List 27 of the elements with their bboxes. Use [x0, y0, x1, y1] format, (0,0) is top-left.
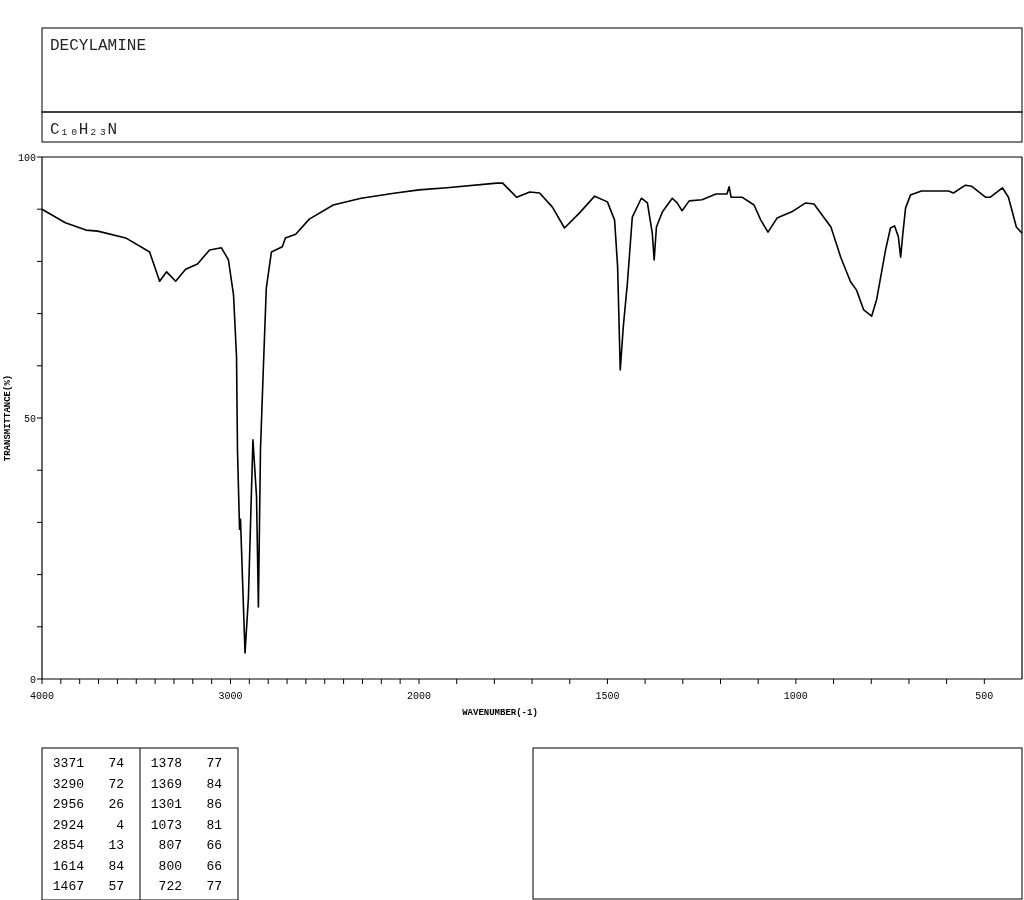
text: 2956 26 — [52, 797, 124, 812]
x-tick-label: 1500 — [595, 691, 620, 702]
text: 1378 77 — [150, 756, 222, 771]
y-axis-title: TRANSMITTANCE(%) — [3, 374, 13, 462]
text: 1614 84 — [52, 858, 124, 874]
text: 1073 81 — [150, 817, 222, 833]
text: 807 66 — [158, 838, 222, 853]
x-tick-label: 500 — [975, 691, 994, 702]
text: 800 66 — [158, 858, 222, 874]
text: 2854 13 — [52, 838, 124, 853]
text: 3290 72 — [52, 776, 124, 792]
chart-subtitle: C₁₀H₂₃N — [50, 121, 118, 139]
text: 2924 4 — [52, 817, 124, 833]
y-tick-label: 100 — [17, 152, 36, 164]
chart-title: DECYLAMINE — [50, 37, 147, 55]
text: 1467 57 — [52, 879, 124, 894]
y-tick-label: 50 — [23, 413, 36, 425]
text: 3371 74 — [52, 756, 124, 771]
x-tick-label: 1000 — [783, 691, 808, 702]
x-tick-label: 2000 — [406, 691, 432, 702]
text: 1301 86 — [150, 797, 222, 812]
text: 722 77 — [158, 879, 222, 894]
text: 1369 84 — [150, 776, 222, 792]
x-tick-label: 4000 — [29, 691, 55, 702]
x-tick-label: 3000 — [218, 691, 243, 702]
y-tick-label: 0 — [29, 674, 36, 686]
x-axis-title: WAVENUMBER(-1) — [462, 708, 538, 718]
